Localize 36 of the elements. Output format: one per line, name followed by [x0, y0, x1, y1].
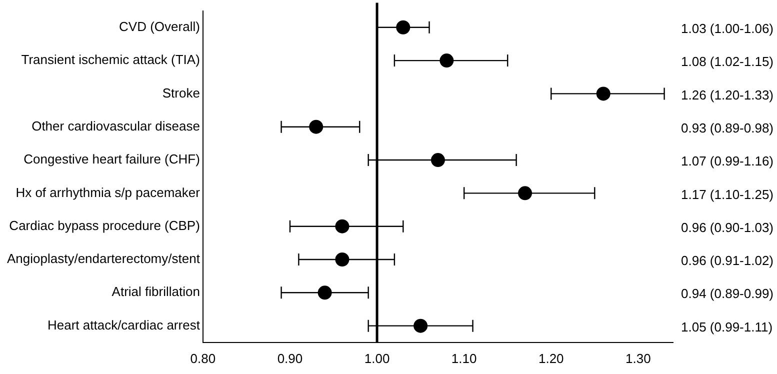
y-tick-label: Transient ischemic attack (TIA)	[21, 52, 200, 68]
point	[596, 86, 610, 101]
point	[335, 219, 350, 234]
point	[309, 120, 324, 134]
point	[318, 286, 332, 300]
y-tick-label: Stroke	[162, 85, 200, 100]
x-tick-label: 1.10	[451, 350, 477, 366]
point	[518, 186, 532, 200]
y-tick-label: CVD (Overall)	[119, 18, 200, 34]
x-tick-label: 0.90	[277, 350, 303, 366]
point	[335, 252, 350, 266]
data-label: 0.93 (0.89-0.98)	[681, 120, 774, 136]
data-label: 0.96 (0.91-1.02)	[681, 253, 774, 268]
x-tick-label: 0.80	[190, 350, 216, 366]
point	[414, 318, 428, 333]
point	[430, 153, 445, 168]
y-tick-label: Cardiac bypass procedure (CBP)	[9, 218, 200, 233]
x-tick-label: 1.00	[364, 350, 390, 366]
data-label: 1.17 (1.10-1.25)	[681, 186, 774, 202]
y-tick-label: Hx of arrhythmia s/p pacemaker	[16, 184, 201, 200]
data-label: 1.08 (1.02-1.15)	[681, 54, 774, 70]
y-tick-label: Heart attack/cardiac arrest	[47, 317, 200, 332]
y-tick-label: Congestive heart failure (CHF)	[24, 152, 200, 167]
y-tick-label: Atrial fibrillation	[112, 284, 200, 300]
data-label: 1.05 (0.99-1.11)	[681, 319, 773, 334]
data-label: 1.07 (0.99-1.16)	[681, 154, 774, 169]
x-tick-label: 1.30	[626, 350, 651, 366]
data-label: 0.96 (0.90-1.03)	[681, 220, 774, 235]
data-label: 1.03 (1.00-1.06)	[681, 20, 774, 36]
point	[440, 54, 454, 68]
point	[396, 20, 410, 34]
x-tick-label: 1.20	[538, 350, 564, 366]
y-tick-label: Other cardiovascular disease	[32, 118, 200, 134]
y-tick-label: Angioplasty/endarterectomy/stent	[7, 251, 200, 266]
data-label: 1.26 (1.20-1.33)	[681, 87, 774, 102]
data-label: 0.94 (0.89-0.99)	[681, 286, 774, 302]
